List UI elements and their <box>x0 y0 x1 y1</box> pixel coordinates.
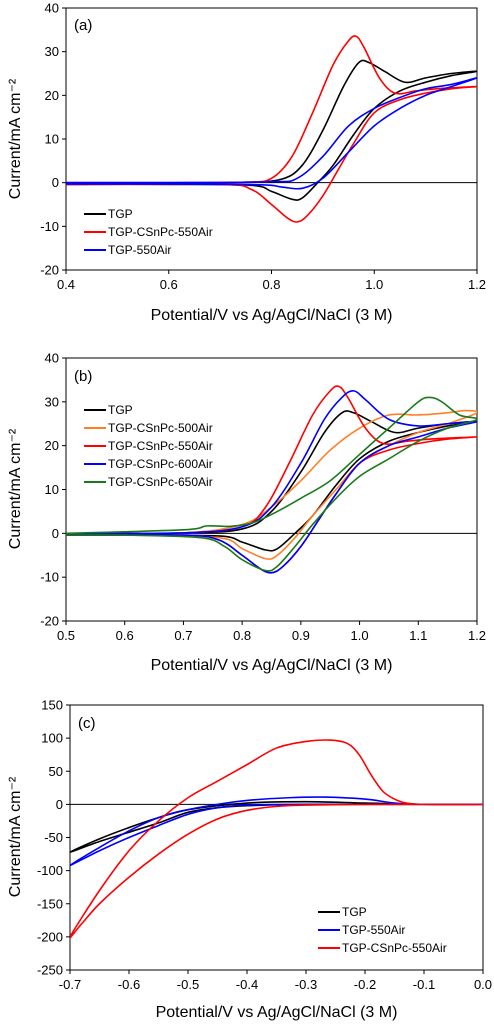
y-tick-label: 30 <box>45 44 59 59</box>
x-tick-label: 0.7 <box>174 628 192 643</box>
x-tick-label: -0.2 <box>354 977 376 992</box>
legend-label: TGP <box>108 403 133 417</box>
x-axis-title: Potential/V vs Ag/AgCl/NaCl (3 M) <box>151 657 393 674</box>
legend-label: TGP-550Air <box>342 923 405 937</box>
x-tick-label: 1.0 <box>351 628 369 643</box>
x-tick-label: 0.8 <box>233 628 251 643</box>
legend-label: TGP-CSnPc-550Air <box>342 941 447 955</box>
y-tick-label: 0 <box>52 526 59 541</box>
y-tick-label: 20 <box>45 88 59 103</box>
x-tick-label: 0.0 <box>474 977 492 992</box>
x-tick-label: -0.1 <box>413 977 435 992</box>
y-tick-label: 20 <box>45 438 59 453</box>
y-tick-label: 40 <box>45 351 59 366</box>
series-line-tgp <box>66 59 477 201</box>
y-tick-label: -250 <box>37 963 63 978</box>
chart-panel-0: 0.4 0.6 0.8 1.0 1.2 -20 -10 0 10 20 30 40 Potential/… <box>7 1 486 325</box>
x-tick-label: -0.4 <box>236 977 258 992</box>
x-tick-label: 1.0 <box>365 277 383 292</box>
y-tick-label: 150 <box>41 698 63 713</box>
y-tick-label: 50 <box>49 764 63 779</box>
y-tick-label: 100 <box>41 731 63 746</box>
legend: TGP TGP-CSnPc-500Air TGP-CSnPc-550Air TGP-C… <box>84 403 213 489</box>
x-tick-label: -0.5 <box>177 977 199 992</box>
legend-label: TGP-CSnPc-650Air <box>108 475 213 489</box>
y-tick-label: -20 <box>40 263 59 278</box>
panel-label: (a) <box>74 17 92 34</box>
legend-label: TGP-CSnPc-550Air <box>108 439 213 453</box>
x-axis-title: Potential/V vs Ag/AgCl/NaCl (3 M) <box>156 1004 398 1021</box>
x-tick-label: -0.7 <box>59 977 81 992</box>
y-tick-label: -10 <box>40 219 59 234</box>
y-tick-label: 0 <box>56 797 63 812</box>
plot-frame <box>69 704 484 971</box>
y-axis-title: Current/mA cm⁻² <box>7 776 24 897</box>
x-tick-label: 0.4 <box>57 277 75 292</box>
x-tick-label: 0.6 <box>116 628 134 643</box>
x-tick-label: 1.1 <box>409 628 427 643</box>
plot-frame <box>65 357 478 622</box>
chart-panel-2: -0.7 -0.6 -0.5 -0.4 -0.3 -0.2 -0.1 0.0 -250 -200 -… <box>7 698 492 1022</box>
legend-label: TGP-CSnPc-500Air <box>108 421 213 435</box>
y-tick-label: 10 <box>45 132 59 147</box>
series-line-tgp-csnpc-650air <box>66 396 477 572</box>
x-tick-label: 0.8 <box>262 277 280 292</box>
y-tick-label: -100 <box>37 863 63 878</box>
y-tick-label: 10 <box>45 482 59 497</box>
series-line-tgp-csnpc-550air <box>66 35 477 223</box>
y-tick-label: -10 <box>40 570 59 585</box>
legend: TGP TGP-CSnPc-550Air TGP-550Air <box>84 207 213 257</box>
y-tick-label: -50 <box>44 830 63 845</box>
x-tick-label: -0.6 <box>118 977 140 992</box>
panel-label: (b) <box>74 368 92 385</box>
x-tick-label: 0.5 <box>57 628 75 643</box>
y-tick-label: 0 <box>52 175 59 190</box>
panel-label: (c) <box>78 715 96 732</box>
series-line-tgp-csnpc-550air <box>70 739 483 939</box>
legend-label: TGP-CSnPc-550Air <box>108 225 213 239</box>
x-tick-label: -0.3 <box>295 977 317 992</box>
y-axis-title: Current/mA cm⁻² <box>7 78 24 199</box>
legend-label: TGP-550Air <box>108 243 171 257</box>
y-tick-label: -20 <box>40 614 59 629</box>
legend-label: TGP <box>342 905 367 919</box>
x-tick-label: 1.2 <box>468 628 486 643</box>
legend-label: TGP-CSnPc-600Air <box>108 457 213 471</box>
y-tick-label: 30 <box>45 394 59 409</box>
series-line-tgp-550air <box>66 77 477 190</box>
y-tick-label: -150 <box>37 896 63 911</box>
y-axis-title: Current/mA cm⁻² <box>7 428 24 549</box>
legend-label: TGP <box>108 207 133 221</box>
y-tick-label: 40 <box>45 1 59 16</box>
series-line-tgp-550air <box>70 796 483 867</box>
x-axis-title: Potential/V vs Ag/AgCl/NaCl (3 M) <box>151 307 393 324</box>
series-line-tgp <box>70 800 483 853</box>
y-tick-label: -200 <box>37 929 63 944</box>
x-tick-label: 0.6 <box>160 277 178 292</box>
legend: TGP TGP-550Air TGP-CSnPc-550Air <box>318 905 447 955</box>
x-tick-label: 1.2 <box>468 277 486 292</box>
chart-panel-1: 0.5 0.6 0.7 0.8 0.9 1.0 1.1 1.2 -20 -10 0 10 20 30 40 P… <box>7 351 486 675</box>
x-tick-label: 0.9 <box>292 628 310 643</box>
